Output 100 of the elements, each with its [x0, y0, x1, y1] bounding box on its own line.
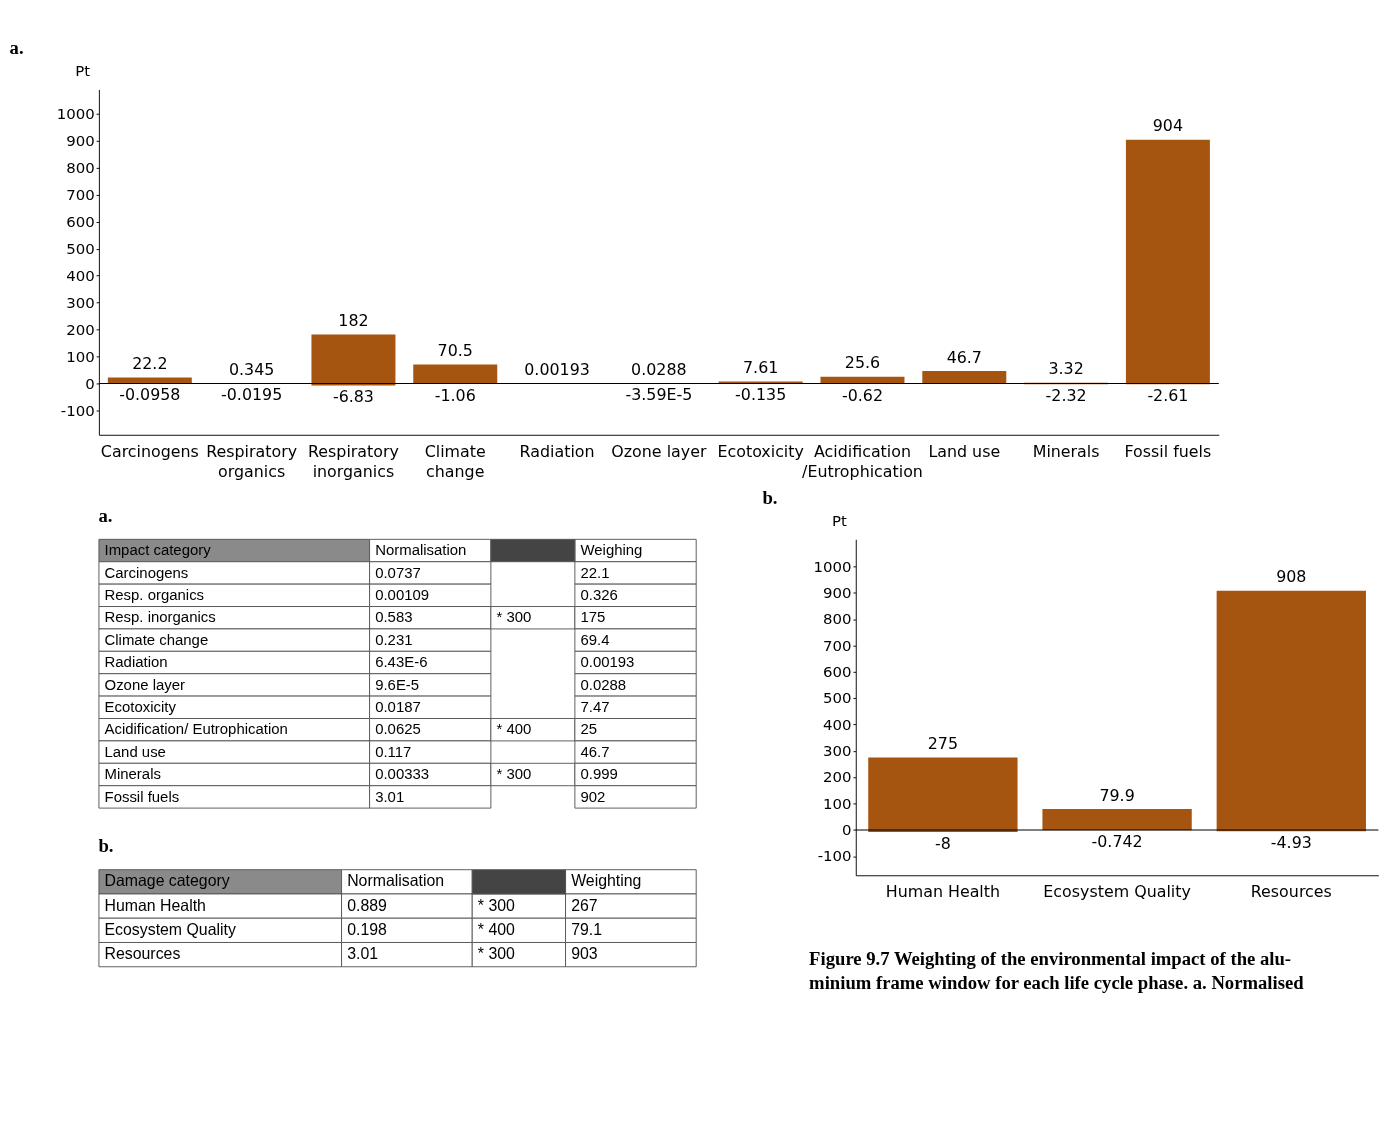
x-tick-label: Resources	[1250, 882, 1332, 902]
data-label: -8	[934, 833, 951, 853]
text: 0.326	[580, 585, 618, 603]
category-label: Normalisation	[375, 541, 467, 559]
text: 902	[580, 787, 606, 805]
y-tick-label: 200	[823, 768, 852, 787]
text: 9.6E-5	[375, 675, 420, 693]
category-label: Resources	[104, 945, 181, 963]
y-tick-label: 1000	[813, 557, 852, 576]
text: * 300	[496, 765, 532, 783]
x-tick-label: Ozone layer	[611, 441, 707, 461]
text: 903	[571, 945, 598, 963]
category-label: Weighing	[580, 541, 643, 559]
text: 0.999	[580, 765, 618, 783]
category-label: Carcinogens	[104, 563, 189, 581]
data-label: 908	[1276, 567, 1307, 587]
chart-title: a.	[9, 37, 24, 59]
data-label: 70.5	[437, 341, 473, 361]
text: 0.00109	[375, 585, 430, 603]
category-label: Ecosystem Quality	[104, 921, 236, 939]
y-tick-label: 600	[66, 212, 95, 231]
y-tick-label: 800	[66, 158, 95, 177]
category-label: Land use	[104, 742, 166, 760]
text: 0.00333	[375, 765, 430, 783]
category-label: Radiation	[104, 653, 168, 671]
data-label: 182	[338, 311, 369, 331]
data-label: 275	[927, 734, 959, 754]
text: 0.00193	[580, 653, 635, 671]
data-label: 3.32	[1048, 359, 1084, 379]
data-label: -0.742	[1091, 831, 1143, 851]
x-tick-label: Respiratory inorganics	[308, 441, 399, 482]
category-label: Normalisation	[347, 872, 445, 890]
data-label: -0.62	[841, 385, 884, 405]
x-tick-label: Human Health	[885, 882, 1001, 902]
x-tick-label: Carcinogens	[100, 441, 199, 461]
text: * 400	[496, 720, 532, 738]
category-label: Fossil fuels	[104, 787, 180, 805]
data-label: 904	[1152, 116, 1184, 136]
text: 79.1	[571, 921, 603, 939]
y-tick-label: 300	[66, 293, 95, 312]
x-tick-label: Ecotoxicity	[717, 441, 804, 461]
caption: Figure 9.7 Weighting of the environmental impact of the alu-	[809, 947, 1292, 969]
text: 0.117	[375, 742, 412, 760]
text: 267	[571, 896, 598, 914]
y-tick-label: 300	[823, 742, 852, 761]
data-label: 22.2	[132, 354, 168, 374]
y-tick-label: 400	[823, 715, 852, 734]
text: 175	[580, 608, 606, 626]
text: * 300	[477, 896, 515, 914]
x-tick-label: Fossil fuels	[1124, 441, 1212, 461]
data-label: 0.00193	[524, 360, 590, 380]
data-label: -2.32	[1045, 385, 1087, 405]
y-tick-label: 500	[66, 239, 95, 258]
data-label: 0.345	[228, 360, 275, 380]
category-label: Ecotoxicity	[104, 697, 176, 715]
data-label: 0.0288	[631, 360, 687, 380]
text: 0.0288	[580, 675, 627, 693]
y-tick-label: 700	[823, 636, 852, 655]
y-tick-label: 900	[823, 583, 852, 602]
text: 3.01	[347, 945, 379, 963]
data-label: -2.61	[1147, 386, 1189, 406]
text: 25	[580, 720, 598, 738]
data-label: 7.61	[743, 358, 779, 378]
text: * 400	[477, 921, 515, 939]
text: 22.1	[580, 563, 610, 581]
data-label: 79.9	[1099, 785, 1135, 805]
category-label: Acidification/ Eutrophication	[104, 720, 288, 738]
y-tick-label: -100	[60, 401, 95, 420]
data-label: -4.93	[1270, 833, 1312, 853]
data-label: 46.7	[946, 347, 982, 367]
y-tick-label: 200	[66, 320, 95, 339]
x-tick-label: Respiratory organics	[206, 441, 298, 482]
text: b.	[98, 835, 114, 857]
text: 0.583	[375, 608, 413, 626]
text: 6.43E-6	[375, 653, 428, 671]
y-axis-title: Pt	[832, 511, 848, 530]
data-label: -6.83	[332, 387, 374, 407]
y-tick-label: 500	[823, 689, 852, 708]
x-tick-label: Land use	[928, 441, 1001, 461]
text: 0.198	[347, 921, 387, 939]
y-tick-label: -100	[817, 847, 852, 866]
text: a.	[98, 505, 113, 527]
y-tick-label: 1000	[56, 104, 95, 123]
x-tick-label: Climate change	[424, 441, 486, 482]
category-label: Ozone layer	[104, 675, 185, 693]
x-tick-label: Ecosystem Quality	[1043, 882, 1191, 902]
data-label: -0.0195	[221, 385, 283, 405]
text: 46.7	[580, 742, 610, 760]
data-label: -0.0958	[119, 385, 181, 405]
text: 7.47	[580, 697, 610, 715]
x-tick-label: Radiation	[519, 441, 595, 461]
data-label: -3.59E-5	[625, 385, 693, 405]
chart-title: b.	[762, 486, 778, 508]
y-axis-title: Pt	[75, 61, 91, 80]
text: 3.01	[375, 787, 405, 805]
category-label: Impact category	[104, 541, 212, 559]
text: * 300	[477, 945, 515, 963]
text: 0.231	[375, 630, 413, 648]
text: 69.4	[580, 630, 610, 648]
category-label: Human Health	[104, 896, 206, 914]
